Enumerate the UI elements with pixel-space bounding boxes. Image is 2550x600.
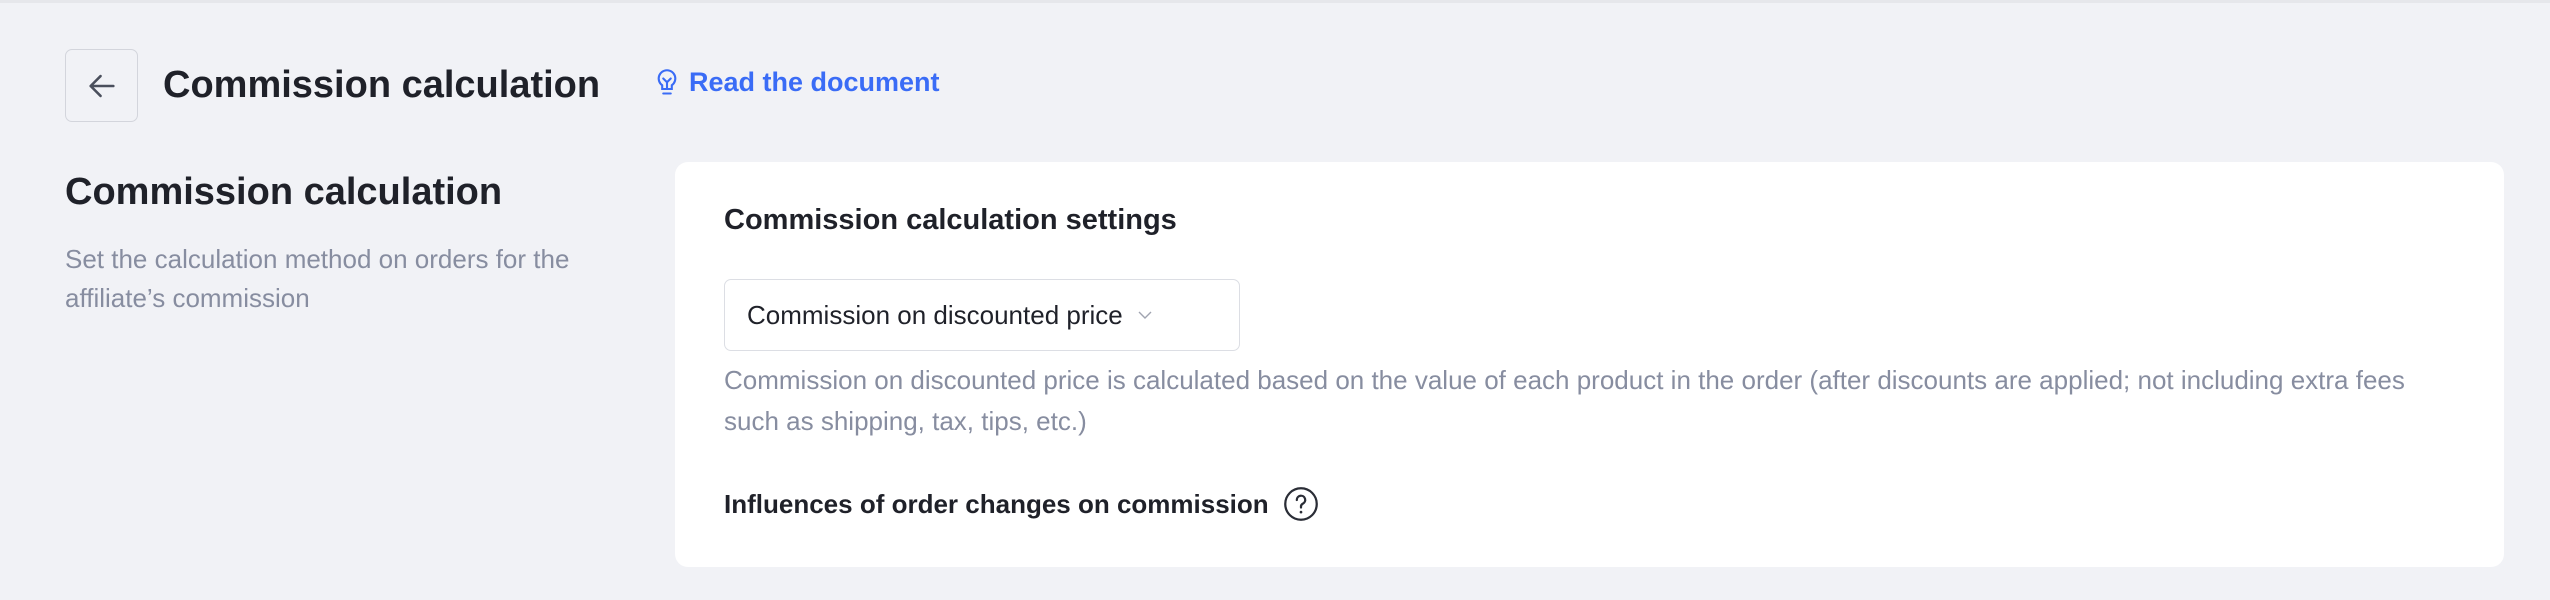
influences-row: Influences of order changes on commissio… [724, 486, 1319, 522]
calculation-method-select[interactable]: Commission on discounted price [724, 279, 1240, 351]
method-help-text: Commission on discounted price is calcul… [724, 365, 2405, 436]
arrow-left-icon [88, 74, 115, 97]
read-document-label: Read the document [689, 67, 940, 97]
select-value: Commission on discounted price [747, 299, 1123, 330]
section-description: Set the calculation method on orders for… [65, 244, 570, 313]
read-document-link[interactable]: Read the document [655, 67, 940, 98]
settings-card: Commission calculation settings Commissi… [675, 162, 2504, 567]
lightbulb-icon [657, 68, 677, 95]
section-heading: Commission calculation [65, 171, 503, 213]
card-title: Commission calculation settings [724, 204, 1177, 236]
chevron-down-icon [1138, 311, 1152, 319]
influences-label: Influences of order changes on commissio… [724, 488, 1269, 519]
page-title: Commission calculation [163, 64, 601, 106]
help-circle-icon[interactable] [1283, 486, 1319, 522]
back-button[interactable] [65, 49, 138, 122]
